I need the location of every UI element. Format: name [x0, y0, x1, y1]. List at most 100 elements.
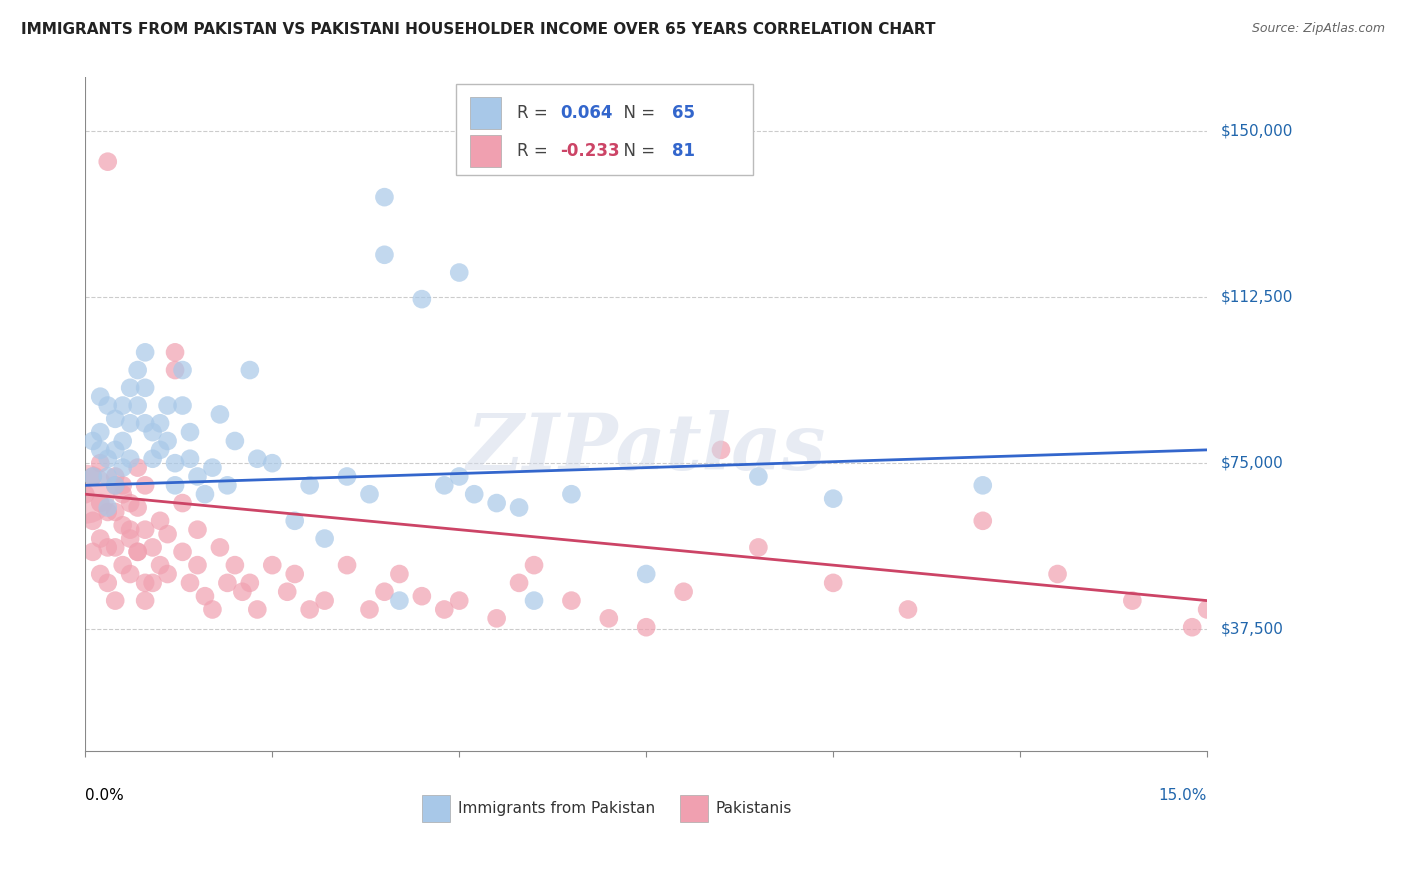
Point: [89, 425, 111, 439]
Point: [172, 545, 194, 559]
Point: [89, 532, 111, 546]
Point: [411, 589, 433, 603]
Point: [104, 541, 127, 555]
Point: [485, 496, 508, 510]
Point: [336, 469, 359, 483]
Point: [111, 460, 134, 475]
Point: [972, 514, 994, 528]
Text: Immigrants from Pakistan: Immigrants from Pakistan: [458, 801, 655, 816]
Point: [82, 545, 104, 559]
Point: [560, 487, 582, 501]
Point: [120, 523, 142, 537]
Point: [97, 469, 120, 483]
FancyBboxPatch shape: [681, 795, 707, 822]
Point: [134, 417, 156, 431]
Point: [111, 558, 134, 573]
Point: [127, 545, 149, 559]
Text: $150,000: $150,000: [1220, 123, 1294, 138]
Point: [120, 567, 142, 582]
Point: [485, 611, 508, 625]
Point: [97, 505, 120, 519]
Point: [276, 584, 298, 599]
Point: [97, 154, 120, 169]
Point: [149, 417, 172, 431]
Point: [224, 434, 246, 448]
Point: [373, 584, 395, 599]
Point: [359, 602, 381, 616]
Point: [104, 505, 127, 519]
Point: [120, 451, 142, 466]
Point: [186, 558, 208, 573]
Point: [82, 469, 104, 483]
Point: [134, 478, 156, 492]
Point: [560, 593, 582, 607]
Text: Pakistanis: Pakistanis: [716, 801, 792, 816]
Point: [284, 514, 307, 528]
Point: [127, 545, 149, 559]
Point: [201, 602, 224, 616]
Point: [120, 417, 142, 431]
Point: [449, 469, 471, 483]
Point: [142, 425, 165, 439]
Point: [239, 575, 262, 590]
Point: [411, 292, 433, 306]
Text: 0.064: 0.064: [560, 103, 613, 122]
Point: [120, 381, 142, 395]
Point: [1181, 620, 1204, 634]
Point: [104, 469, 127, 483]
Point: [134, 575, 156, 590]
Point: [284, 567, 307, 582]
Point: [298, 602, 321, 616]
Point: [388, 593, 411, 607]
Point: [134, 345, 156, 359]
Point: [897, 602, 920, 616]
Point: [373, 248, 395, 262]
Point: [239, 363, 262, 377]
Point: [142, 451, 165, 466]
Point: [186, 523, 208, 537]
Point: [89, 496, 111, 510]
Point: [823, 575, 845, 590]
Point: [89, 456, 111, 470]
Point: [163, 363, 186, 377]
Point: [208, 541, 231, 555]
Point: [127, 399, 149, 413]
Point: [163, 456, 186, 470]
Point: [111, 487, 134, 501]
Point: [75, 487, 97, 501]
Point: [336, 558, 359, 573]
Point: [134, 381, 156, 395]
Point: [156, 567, 179, 582]
Point: [82, 469, 104, 483]
Point: [433, 478, 456, 492]
FancyBboxPatch shape: [470, 135, 502, 167]
Text: $112,500: $112,500: [1220, 289, 1294, 304]
Text: ZIPatlas: ZIPatlas: [467, 409, 825, 486]
Point: [672, 584, 695, 599]
Point: [89, 442, 111, 457]
Point: [747, 469, 769, 483]
Point: [508, 575, 530, 590]
Point: [127, 500, 149, 515]
Text: 15.0%: 15.0%: [1159, 789, 1208, 804]
Point: [823, 491, 845, 506]
Point: [208, 408, 231, 422]
Point: [149, 514, 172, 528]
Point: [163, 478, 186, 492]
Point: [120, 496, 142, 510]
Text: N =: N =: [613, 103, 659, 122]
Text: R =: R =: [517, 142, 553, 160]
Point: [104, 593, 127, 607]
Point: [127, 363, 149, 377]
Point: [186, 469, 208, 483]
Text: N =: N =: [613, 142, 659, 160]
Text: Source: ZipAtlas.com: Source: ZipAtlas.com: [1251, 22, 1385, 36]
Point: [97, 575, 120, 590]
Text: 65: 65: [672, 103, 695, 122]
Point: [508, 500, 530, 515]
FancyBboxPatch shape: [470, 96, 502, 129]
Point: [104, 442, 127, 457]
Point: [89, 567, 111, 582]
Text: $75,000: $75,000: [1220, 456, 1284, 471]
Point: [314, 532, 336, 546]
